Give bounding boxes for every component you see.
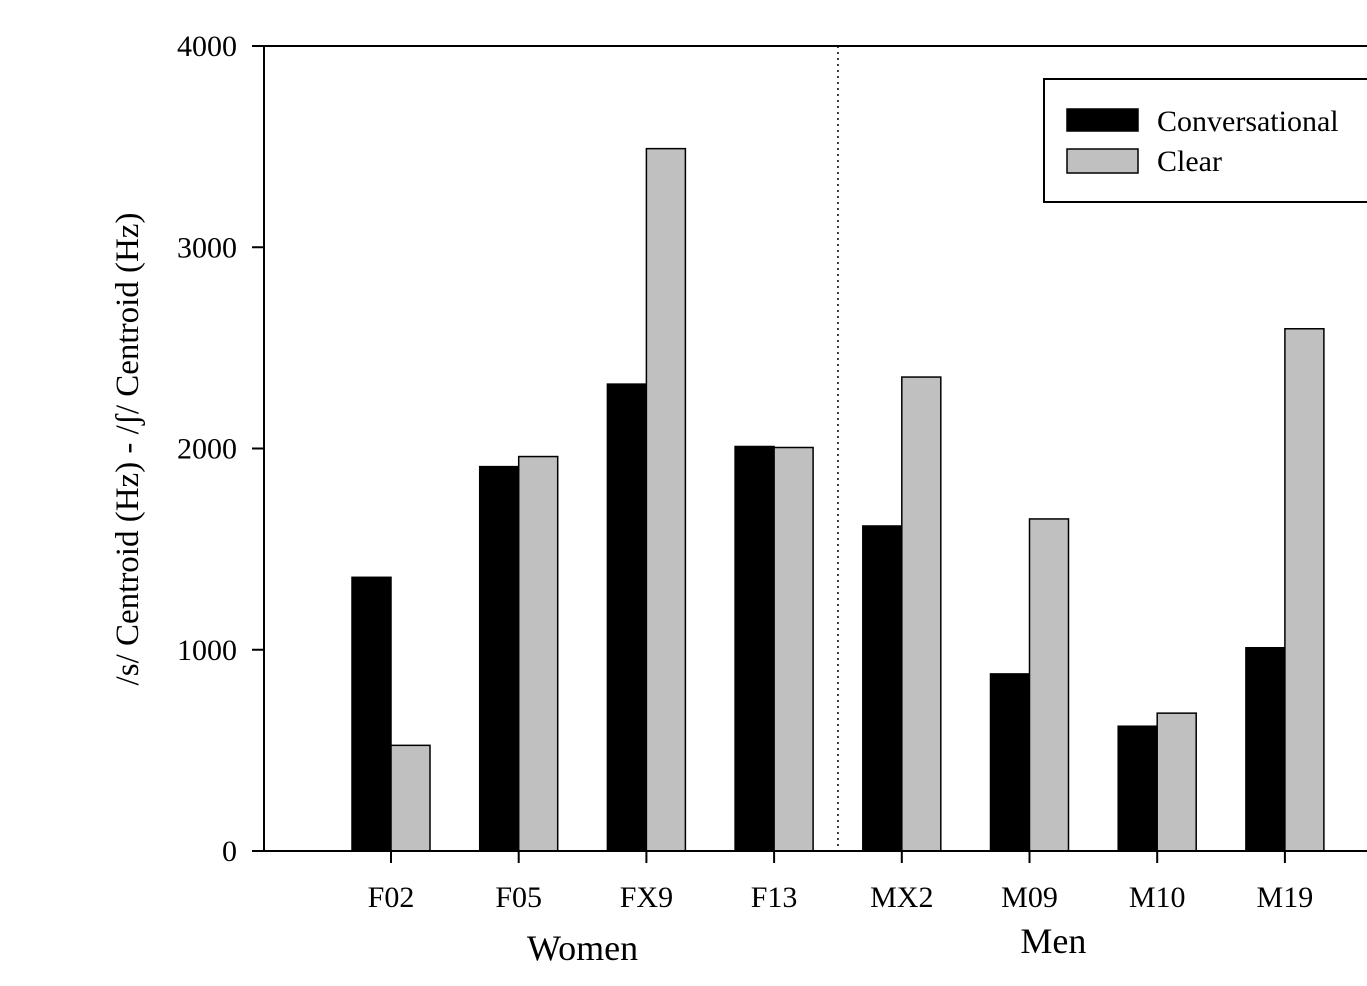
group-label-women: Women — [527, 928, 638, 968]
bar-clear-f05 — [517, 455, 559, 852]
bar-conversational-m10 — [1117, 725, 1158, 852]
x-tick-label-m19: M19 — [1257, 881, 1314, 914]
bar-conversational-mx2 — [862, 525, 903, 852]
bar-clear-fx9 — [645, 147, 687, 852]
legend: Conversational Clear — [1043, 78, 1367, 203]
legend-swatch-conversational — [1066, 108, 1139, 132]
bar-conversational-m09 — [989, 673, 1031, 852]
y-tick-label: 1000 — [177, 634, 237, 667]
group-label-men: Men — [1020, 921, 1086, 961]
x-tick-label-f05: F05 — [495, 881, 542, 914]
bar-clear-m09 — [1028, 518, 1070, 852]
legend-swatch-clear — [1066, 148, 1139, 174]
bar-conversational-f05 — [478, 465, 520, 852]
legend-box — [1043, 78, 1367, 203]
bar-clear-m19 — [1284, 328, 1325, 852]
bar-conversational-f02 — [351, 576, 392, 852]
x-tick-label-m09: M09 — [1001, 881, 1058, 914]
bar-conversational-f13 — [734, 445, 775, 852]
x-tick-label-mx2: MX2 — [870, 881, 933, 914]
bar-clear-f02 — [390, 744, 431, 852]
x-tick-label-f02: F02 — [368, 881, 415, 914]
bar-clear-f13 — [773, 446, 814, 852]
y-tick-label: 2000 — [177, 433, 237, 466]
x-tick-label-f13: F13 — [751, 881, 798, 914]
bars-layer — [351, 147, 1325, 852]
legend-label-clear: Clear — [1157, 145, 1222, 178]
bar-conversational-m19 — [1245, 646, 1286, 852]
bar-conversational-fx9 — [606, 383, 648, 852]
y-tick-label: 3000 — [177, 231, 237, 264]
bar-clear-mx2 — [901, 376, 942, 852]
bar-clear-m10 — [1156, 712, 1197, 852]
x-tick-label-m10: M10 — [1129, 881, 1186, 914]
x-tick-label-fx9: FX9 — [620, 881, 673, 914]
legend-label-conversational: Conversational — [1157, 105, 1339, 138]
y-tick-label: 0 — [222, 835, 237, 868]
y-axis-title: /s/ Centroid (Hz) - /ʃ/ Centroid (Hz) — [110, 213, 146, 686]
axes-layer: 0 1000 2000 3000 4000 F02 F05 FX9 F13 MX2 M09 M10 M1… — [177, 30, 1367, 968]
y-tick-label: 4000 — [177, 30, 237, 63]
